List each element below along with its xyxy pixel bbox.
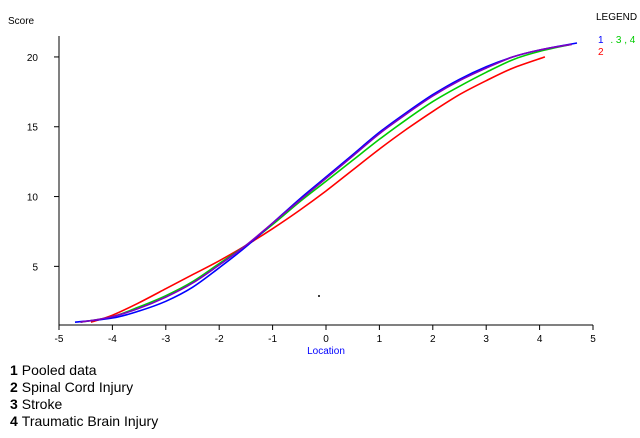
caption-item: 1 Pooled data — [10, 362, 158, 379]
series-line-4 — [80, 43, 572, 323]
caption-num: 1 — [10, 362, 18, 378]
series-line-1 — [74, 42, 578, 323]
series-line-2 — [90, 56, 546, 323]
legend-entry-1: 1 . 3 , 4 — [598, 35, 636, 46]
caption-text: Traumatic Brain Injury — [21, 413, 159, 429]
y-tick-label: 5 — [32, 262, 38, 273]
x-tick-label: 1 — [377, 334, 383, 345]
caption-text: Pooled data — [21, 362, 97, 378]
stray-dot — [318, 295, 320, 297]
x-tick-label: 3 — [483, 334, 489, 345]
x-tick-label: -3 — [161, 334, 170, 345]
caption-item: 4 Traumatic Brain Injury — [10, 413, 158, 430]
x-ticks: -5 -4 -3 -2 -1 0 1 2 3 4 5 — [55, 325, 596, 345]
series-line-3 — [80, 43, 572, 323]
y-ticks: 5 10 15 20 — [27, 53, 59, 273]
x-tick-label: -5 — [55, 334, 64, 345]
caption-num: 3 — [10, 396, 18, 412]
caption-num: 4 — [10, 413, 18, 429]
x-tick-label: 5 — [590, 334, 596, 345]
x-tick-label: -2 — [215, 334, 224, 345]
x-tick-label: -4 — [108, 334, 117, 345]
legend-entry-1-num: 1 — [598, 35, 604, 46]
y-tick-label: 20 — [27, 53, 39, 64]
caption-num: 2 — [10, 379, 18, 395]
caption-list: 1 Pooled data 2 Spinal Cord Injury 3 Stroke… — [10, 362, 158, 430]
x-tick-label: 4 — [537, 334, 543, 345]
legend-title: LEGEND — [596, 12, 637, 23]
y-tick-label: 10 — [27, 193, 39, 204]
x-tick-label: 0 — [323, 334, 329, 345]
series-lines — [74, 42, 578, 323]
legend-entry-2: 2 — [598, 47, 604, 58]
x-tick-label: -1 — [268, 334, 277, 345]
caption-item: 3 Stroke — [10, 396, 158, 413]
x-axis-title: Location — [307, 346, 345, 357]
y-tick-label: 15 — [27, 123, 39, 134]
legend-entry-3-4: . 3 , 4 — [610, 35, 635, 46]
caption-item: 2 Spinal Cord Injury — [10, 379, 158, 396]
x-tick-label: 2 — [430, 334, 436, 345]
y-axis-title: Score — [8, 16, 35, 27]
caption-text: Stroke — [21, 396, 63, 412]
legend: LEGEND 1 . 3 , 4 2 — [596, 12, 637, 58]
caption-text: Spinal Cord Injury — [21, 379, 134, 395]
